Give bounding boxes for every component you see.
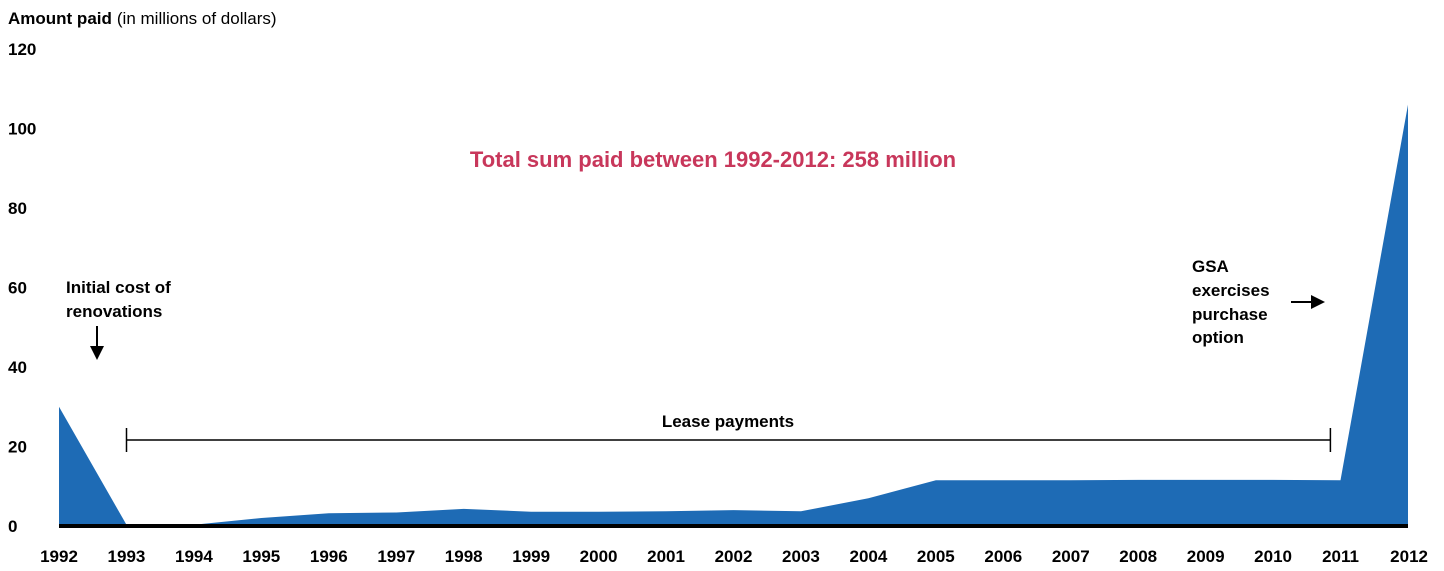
area-fill bbox=[59, 104, 1408, 526]
y-tick-label: 20 bbox=[8, 438, 27, 457]
renovations-annotation-line1: Initial cost of bbox=[66, 278, 171, 297]
x-tick-label: 1995 bbox=[242, 547, 280, 566]
x-axis-ticks: 1992 1993 1994 1995 1996 1997 1998 1999 2000 2001… bbox=[40, 547, 1428, 566]
x-tick-label: 2009 bbox=[1187, 547, 1225, 566]
x-tick-label: 2006 bbox=[984, 547, 1022, 566]
x-tick-label: 2005 bbox=[917, 547, 955, 566]
x-tick-label: 1996 bbox=[310, 547, 348, 566]
y-axis-label-unit: (in millions of dollars) bbox=[117, 9, 277, 28]
x-tick-label: 1999 bbox=[512, 547, 550, 566]
arrow-down-icon bbox=[90, 326, 104, 360]
area-series bbox=[59, 104, 1408, 528]
y-axis-ticks: 0 20 40 60 80 100 120 bbox=[8, 40, 36, 536]
y-tick-label: 80 bbox=[8, 199, 27, 218]
renovations-annotation-line2: renovations bbox=[66, 302, 162, 321]
x-tick-label: 1992 bbox=[40, 547, 78, 566]
y-axis-label: Amount paid (in millions of dollars) bbox=[8, 9, 277, 28]
x-tick-label: 1994 bbox=[175, 547, 213, 566]
y-tick-label: 40 bbox=[8, 358, 27, 377]
lease-payments-label: Lease payments bbox=[662, 412, 794, 431]
x-tick-label: 2012 bbox=[1390, 547, 1428, 566]
x-tick-label: 2010 bbox=[1254, 547, 1292, 566]
x-tick-label: 2007 bbox=[1052, 547, 1090, 566]
total-sum-annotation: Total sum paid between 1992-2012: 258 mi… bbox=[470, 147, 956, 172]
y-tick-label: 60 bbox=[8, 279, 27, 298]
x-tick-label: 2003 bbox=[782, 547, 820, 566]
x-tick-label: 2011 bbox=[1322, 547, 1359, 566]
y-tick-label: 100 bbox=[8, 120, 36, 139]
x-tick-label: 1998 bbox=[445, 547, 483, 566]
y-axis-label-bold: Amount paid bbox=[8, 9, 112, 28]
arrow-right-icon bbox=[1291, 295, 1325, 309]
x-tick-label: 2000 bbox=[580, 547, 618, 566]
x-tick-label: 1997 bbox=[377, 547, 415, 566]
gsa-annotation-line1: GSA bbox=[1192, 257, 1229, 276]
gsa-annotation-line4: option bbox=[1192, 328, 1244, 347]
gsa-annotation-line3: purchase bbox=[1192, 305, 1268, 324]
x-tick-label: 2001 bbox=[647, 547, 685, 566]
x-tick-label: 2004 bbox=[849, 547, 887, 566]
lease-payments-bracket bbox=[125, 428, 1332, 452]
x-tick-label: 2008 bbox=[1119, 547, 1157, 566]
y-tick-label: 0 bbox=[8, 517, 17, 536]
y-tick-label: 120 bbox=[8, 40, 36, 59]
gsa-annotation-line2: exercises bbox=[1192, 281, 1270, 300]
x-tick-label: 1993 bbox=[108, 547, 146, 566]
x-tick-label: 2002 bbox=[715, 547, 753, 566]
